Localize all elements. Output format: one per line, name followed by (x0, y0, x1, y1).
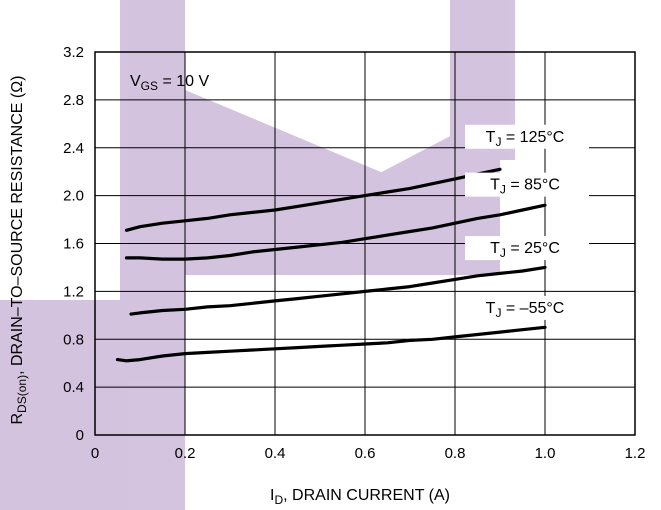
x-tick-label-5: 1.0 (535, 445, 556, 462)
x-tick-label-3: 0.6 (355, 445, 376, 462)
x-axis-label: ID, DRAIN CURRENT (A) (270, 487, 450, 507)
series-label-bg-2 (465, 236, 589, 261)
series-lines (115, 167, 547, 363)
y-tick-label-6: 2.4 (63, 140, 84, 157)
x-tick-label-4: 0.8 (445, 445, 466, 462)
series-label-0: TJ = 125°C (486, 129, 565, 149)
y-tick-label-0: 0 (76, 427, 84, 444)
y-tick-label-1: 0.4 (63, 379, 84, 396)
y-tick-label-7: 2.8 (63, 92, 84, 109)
x-tick-label-0: 0 (91, 445, 99, 462)
series-label-1: TJ = 85°C (490, 177, 560, 197)
y-tick-label-2: 0.8 (63, 331, 84, 348)
x-tick-label-6: 1.2 (625, 445, 646, 462)
x-tick-label-1: 0.2 (175, 445, 196, 462)
series-line-1 (124, 203, 547, 261)
series-label-bg-1 (465, 172, 589, 197)
series-labels: TJ = 125°C TJ = 85°C TJ = 25°C TJ = –55°C (465, 124, 589, 320)
series-line-3 (115, 325, 547, 363)
y-tick-label-8: 3.2 (63, 44, 84, 61)
grid (94, 51, 636, 436)
y-tick-label-5: 2.0 (63, 188, 84, 205)
plot-frame (94, 51, 636, 436)
y-tick-label-4: 1.6 (63, 236, 84, 253)
series-line-0 (124, 167, 502, 232)
x-tick-label-2: 0.4 (265, 445, 286, 462)
y-axis-label: RDS(on), DRAIN–TO–SOURCE RESISTANCE (Ω) (9, 76, 29, 425)
series-label-3: TJ = –55°C (486, 300, 565, 320)
condition-label: VGS = 10 V (130, 73, 209, 93)
series-label-bg-0 (465, 124, 589, 149)
series-line-2 (129, 265, 547, 316)
series-label-2: TJ = 25°C (490, 240, 560, 260)
y-tick-label-3: 1.2 (63, 283, 84, 300)
tick-labels: 0 0.2 0.4 0.6 0.8 1.0 1.2 0 0.4 0.8 1.2 1.6 2.0 2.4 2.… (63, 44, 645, 462)
series-label-bg-3 (465, 295, 589, 320)
watermark-logo (0, 0, 515, 510)
